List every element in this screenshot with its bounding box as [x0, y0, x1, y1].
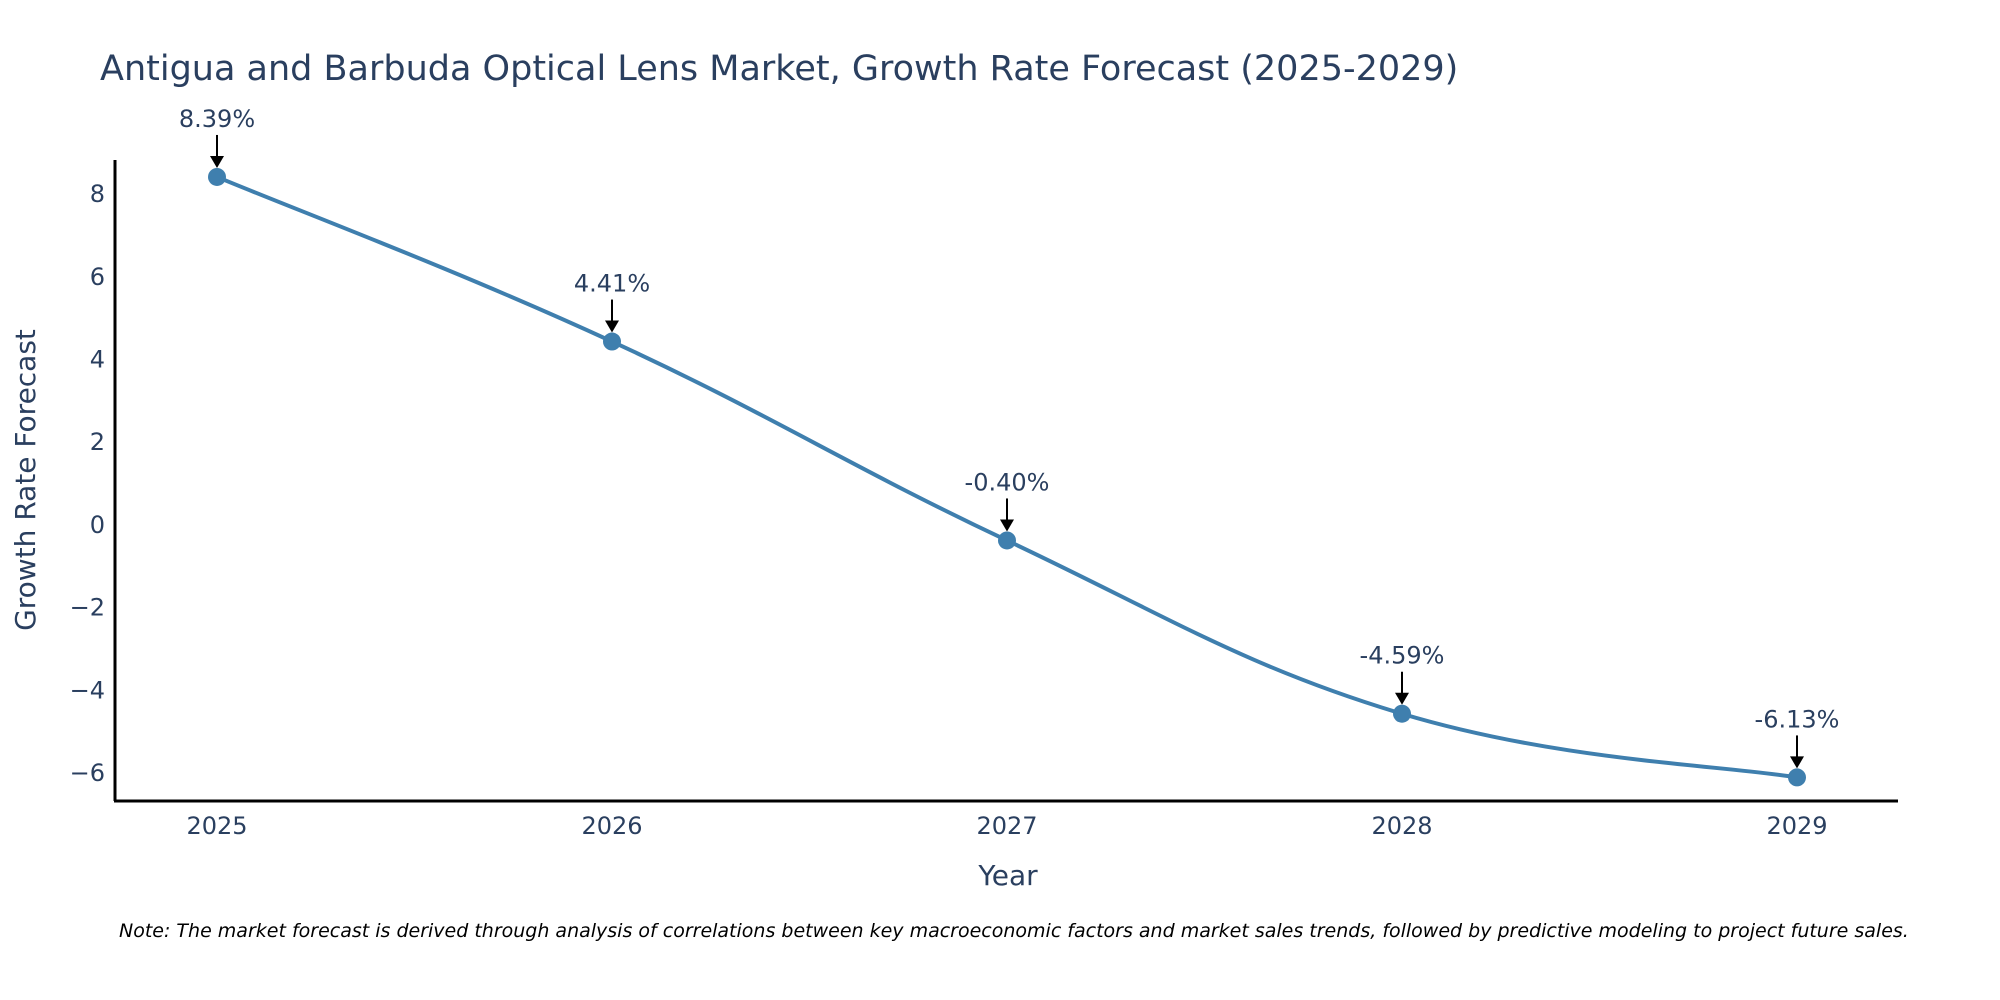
y-tick-label: 6 [90, 263, 105, 291]
x-tick-label: 2029 [1766, 812, 1827, 840]
annotation-arrow-head [1790, 756, 1804, 769]
footnote: Note: The market forecast is derived thr… [119, 920, 1909, 942]
x-tick-label: 2028 [1371, 812, 1432, 840]
y-tick-label: 2 [90, 428, 105, 456]
annotation-arrow-head [1000, 519, 1014, 532]
y-tick-label: 4 [90, 346, 105, 374]
data-point [208, 167, 226, 186]
data-label: -4.59% [1360, 642, 1445, 670]
x-tick-label: 2026 [581, 812, 642, 840]
annotation-arrow-head [1395, 692, 1409, 705]
plot-area: 8 6 4 2 0 −2 −4 −6 2025 2026 2027 2028 2029 8.39% 4.41… [70, 105, 1898, 840]
data-point [603, 332, 621, 351]
data-point [998, 531, 1016, 550]
annotation-arrow-head [210, 155, 224, 168]
x-tick-label: 2025 [186, 812, 247, 840]
y-tick-label: 0 [90, 511, 105, 539]
y-tick-label: −6 [70, 759, 105, 787]
x-tick-label: 2027 [976, 812, 1037, 840]
chart-title: Antigua and Barbuda Optical Lens Market,… [100, 49, 1458, 89]
y-axis-title: Growth Rate Forecast [9, 329, 42, 631]
annotation-arrow-head [605, 320, 619, 333]
data-point [1393, 704, 1411, 723]
y-tick-label: −2 [70, 594, 105, 622]
y-tick-label: −4 [70, 676, 105, 704]
data-label: 4.41% [574, 270, 650, 298]
data-label: -0.40% [965, 468, 1050, 496]
data-point [1788, 768, 1806, 787]
data-label: 8.39% [179, 105, 255, 133]
x-axis-title: Year [977, 859, 1038, 892]
data-label: -6.13% [1755, 705, 1840, 733]
y-tick-label: 8 [90, 180, 105, 208]
